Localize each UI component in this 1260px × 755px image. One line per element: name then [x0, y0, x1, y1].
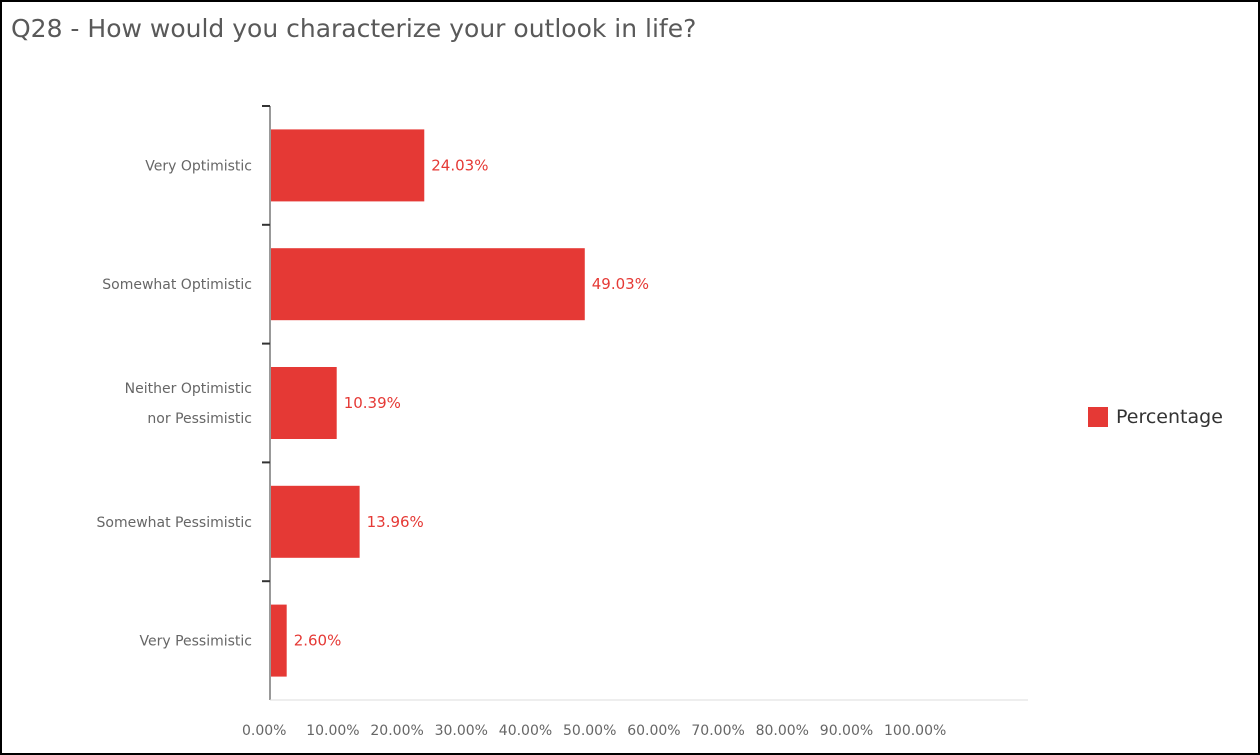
x-tick-label: 50.00% [563, 723, 616, 739]
x-tick-label: 70.00% [691, 723, 744, 739]
data-label-1: 49.03% [592, 275, 649, 293]
category-label: Neither Optimistic [125, 381, 252, 397]
bar-2 [271, 367, 337, 439]
x-tick-label: 100.00% [884, 723, 946, 739]
bar-1 [271, 248, 585, 321]
bar-3 [271, 485, 360, 558]
x-tick-label: 80.00% [756, 723, 809, 739]
data-label-4: 2.60% [294, 632, 342, 650]
category-label: nor Pessimistic [147, 411, 252, 427]
x-tick-label: 40.00% [499, 723, 552, 739]
data-label-2: 10.39% [344, 394, 401, 412]
category-label: Very Optimistic [145, 158, 252, 174]
category-label: Very Pessimistic [139, 634, 252, 650]
bar-0 [271, 129, 425, 202]
legend: Percentage [1088, 406, 1223, 428]
x-tick-label: 90.00% [820, 723, 873, 739]
x-tick-label: 0.00% [242, 723, 286, 739]
data-label-3: 13.96% [367, 513, 424, 531]
category-label: Somewhat Optimistic [102, 277, 252, 293]
category-label: Somewhat Pessimistic [97, 515, 252, 531]
legend-swatch [1088, 407, 1108, 427]
legend-label: Percentage [1116, 406, 1223, 428]
chart-title: Q28 - How would you characterize your ou… [11, 14, 697, 43]
x-tick-label: 30.00% [435, 723, 488, 739]
data-label-0: 24.03% [431, 156, 488, 174]
bar-4 [271, 604, 287, 677]
x-tick-label: 10.00% [306, 723, 359, 739]
x-tick-label: 20.00% [370, 723, 423, 739]
x-tick-label: 60.00% [627, 723, 680, 739]
